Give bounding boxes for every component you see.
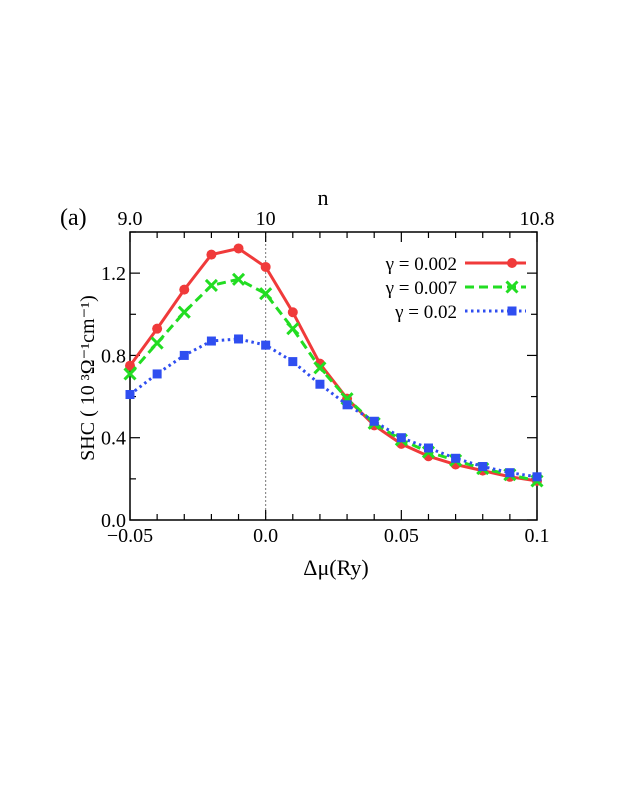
data-point-circle — [206, 249, 217, 260]
legend-marker-x — [505, 280, 519, 294]
data-point-x — [286, 322, 300, 336]
plot-frame — [129, 231, 538, 521]
x-tick-label: 0.1 — [525, 525, 550, 547]
data-point-circle — [233, 243, 244, 254]
legend-label: γ = 0.02 — [394, 302, 457, 323]
series-line-x — [128, 277, 538, 483]
panel-label: (a) — [60, 205, 87, 231]
data-point-square — [396, 433, 406, 443]
top-tick-label: 10.8 — [520, 208, 555, 230]
y-tick-label: 0.8 — [101, 345, 126, 367]
series-line-square — [129, 337, 538, 479]
data-point-x — [123, 367, 137, 381]
data-point-square — [369, 416, 379, 426]
plot-area: −0.05 0.0 0.05 0.10.00.40.81.29.0 10 10.8 — [101, 208, 555, 547]
data-point-square — [478, 462, 488, 472]
legend-label: γ = 0.002 — [385, 254, 457, 275]
y-tick-label: 0.4 — [101, 428, 126, 450]
data-point-circle — [287, 307, 298, 318]
top-axis-label: n — [318, 185, 329, 210]
data-point-circle — [152, 323, 163, 334]
data-point-square — [342, 400, 352, 410]
data-point-x — [231, 272, 246, 286]
data-point-square — [206, 336, 216, 346]
x-axis-label: Δμ(Ry) — [303, 555, 368, 580]
legend-label: γ = 0.007 — [385, 278, 457, 299]
data-point-circle — [179, 284, 190, 295]
data-point-circle — [125, 360, 135, 371]
legend-marker-square — [507, 306, 517, 316]
x-tick-label: −0.05 — [107, 525, 153, 547]
data-point-square — [179, 350, 189, 360]
data-point-square — [288, 357, 298, 367]
series-line-circle — [128, 246, 538, 483]
x-tick-label: 0.05 — [384, 525, 419, 547]
x-tick-label: 0.0 — [253, 525, 278, 547]
data-point-square — [423, 443, 433, 453]
data-point-square — [315, 379, 325, 389]
data-point-square — [261, 340, 271, 350]
data-point-x — [313, 361, 327, 375]
data-point-square — [234, 334, 244, 344]
data-point-circle — [260, 261, 271, 272]
data-point-square — [451, 453, 461, 463]
data-point-x — [177, 305, 191, 319]
legend: γ = 0.002 γ = 0.007 γ = 0.02 — [385, 254, 526, 323]
legend-marker-circle — [507, 258, 517, 268]
y-tick-label: 0.0 — [101, 510, 126, 532]
top-tick-label: 9.0 — [118, 208, 143, 230]
data-point-square — [505, 468, 515, 478]
top-tick-label: 10 — [256, 208, 276, 230]
data-point-x — [204, 278, 218, 293]
data-point-square — [152, 369, 162, 379]
data-point-square — [532, 472, 542, 482]
data-point-square — [125, 390, 135, 400]
data-point-x — [259, 287, 273, 301]
y-tick-label: 1.2 — [101, 263, 126, 285]
y-axis-label: SHC ( 10 ³Ω⁻¹cm⁻¹) — [77, 295, 99, 461]
data-point-x — [150, 336, 164, 350]
